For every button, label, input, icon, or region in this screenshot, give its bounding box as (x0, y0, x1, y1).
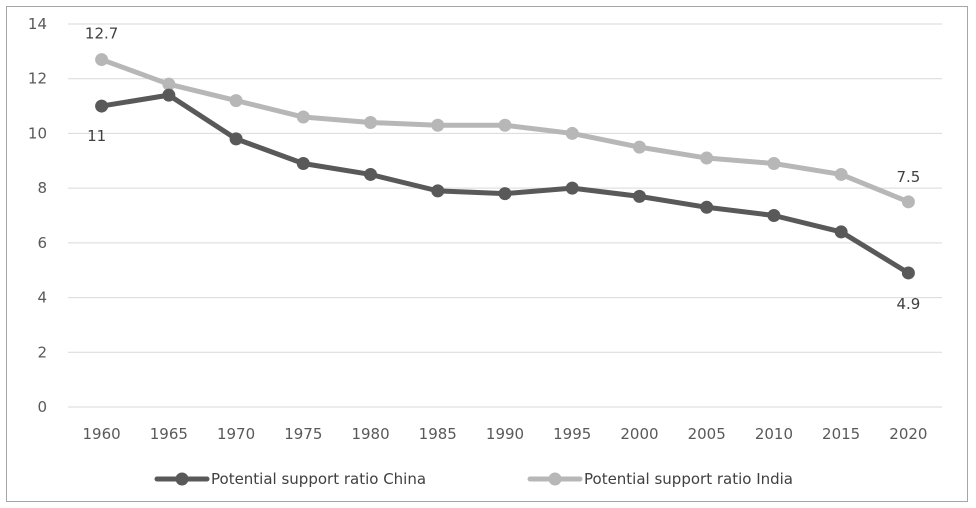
x-tick-label: 1985 (419, 425, 457, 443)
x-tick-label: 2000 (620, 425, 658, 443)
data-point (162, 77, 176, 91)
y-tick-label: 14 (28, 15, 47, 33)
data-point (498, 118, 512, 132)
data-point (565, 126, 579, 140)
y-axis-tick-labels: 0 2 4 6 8 10 12 14 (28, 15, 47, 416)
data-point (700, 151, 714, 165)
x-tick-label: 1975 (284, 425, 322, 443)
data-point (229, 132, 243, 146)
data-point (901, 195, 915, 209)
data-point (565, 181, 579, 195)
legend-item-india: Potential support ratio India (527, 470, 793, 488)
data-point (95, 53, 109, 67)
data-point (364, 167, 378, 181)
x-tick-label: 1980 (351, 425, 389, 443)
x-tick-label: 2005 (688, 425, 726, 443)
data-point (162, 88, 176, 102)
y-tick-label: 12 (28, 70, 47, 88)
legend-marker (175, 472, 189, 486)
x-tick-label: 2015 (822, 425, 860, 443)
data-point (498, 187, 512, 201)
data-point (632, 140, 646, 154)
data-point (229, 94, 243, 108)
y-tick-label: 4 (37, 289, 47, 307)
data-point (767, 157, 781, 171)
y-tick-label: 8 (37, 179, 47, 197)
legend-marker (548, 472, 562, 486)
x-tick-label: 1990 (486, 425, 524, 443)
x-tick-label: 2020 (889, 425, 927, 443)
data-point (95, 99, 109, 113)
legend-label: Potential support ratio India (584, 470, 793, 488)
data-label: 12.7 (85, 25, 118, 43)
gridlines (68, 23, 942, 408)
data-point (700, 200, 714, 214)
x-tick-label: 1995 (553, 425, 591, 443)
x-tick-label: 1970 (217, 425, 255, 443)
data-point (364, 115, 378, 129)
series-india (95, 53, 915, 209)
x-tick-label: 1960 (83, 425, 121, 443)
x-tick-label: 1965 (150, 425, 188, 443)
data-point (431, 118, 445, 132)
x-axis-tick-labels: 1960 1965 1970 1975 1980 1985 1990 1995 2000 2005… (83, 425, 928, 443)
y-tick-label: 6 (37, 234, 47, 252)
series-lines (95, 53, 915, 280)
y-tick-label: 10 (28, 124, 47, 142)
data-point (632, 189, 646, 203)
data-point (767, 209, 781, 222)
y-tick-label: 0 (37, 398, 47, 416)
data-point (431, 184, 445, 198)
legend-item-china: Potential support ratio China (154, 470, 426, 488)
legend: Potential support ratio China Potential s… (154, 470, 793, 488)
data-point (296, 110, 310, 124)
data-point (296, 157, 310, 171)
x-tick-label: 2010 (755, 425, 793, 443)
data-point (834, 225, 848, 239)
data-label: 7.5 (896, 168, 920, 186)
series-china (95, 88, 915, 280)
legend-label: Potential support ratio China (211, 470, 426, 488)
data-labels: 11 4.9 12.7 7.5 (85, 25, 920, 313)
data-label: 11 (87, 127, 106, 145)
data-point (834, 167, 848, 181)
data-point (901, 266, 915, 280)
data-label: 4.9 (896, 295, 920, 313)
y-tick-label: 2 (37, 343, 47, 361)
